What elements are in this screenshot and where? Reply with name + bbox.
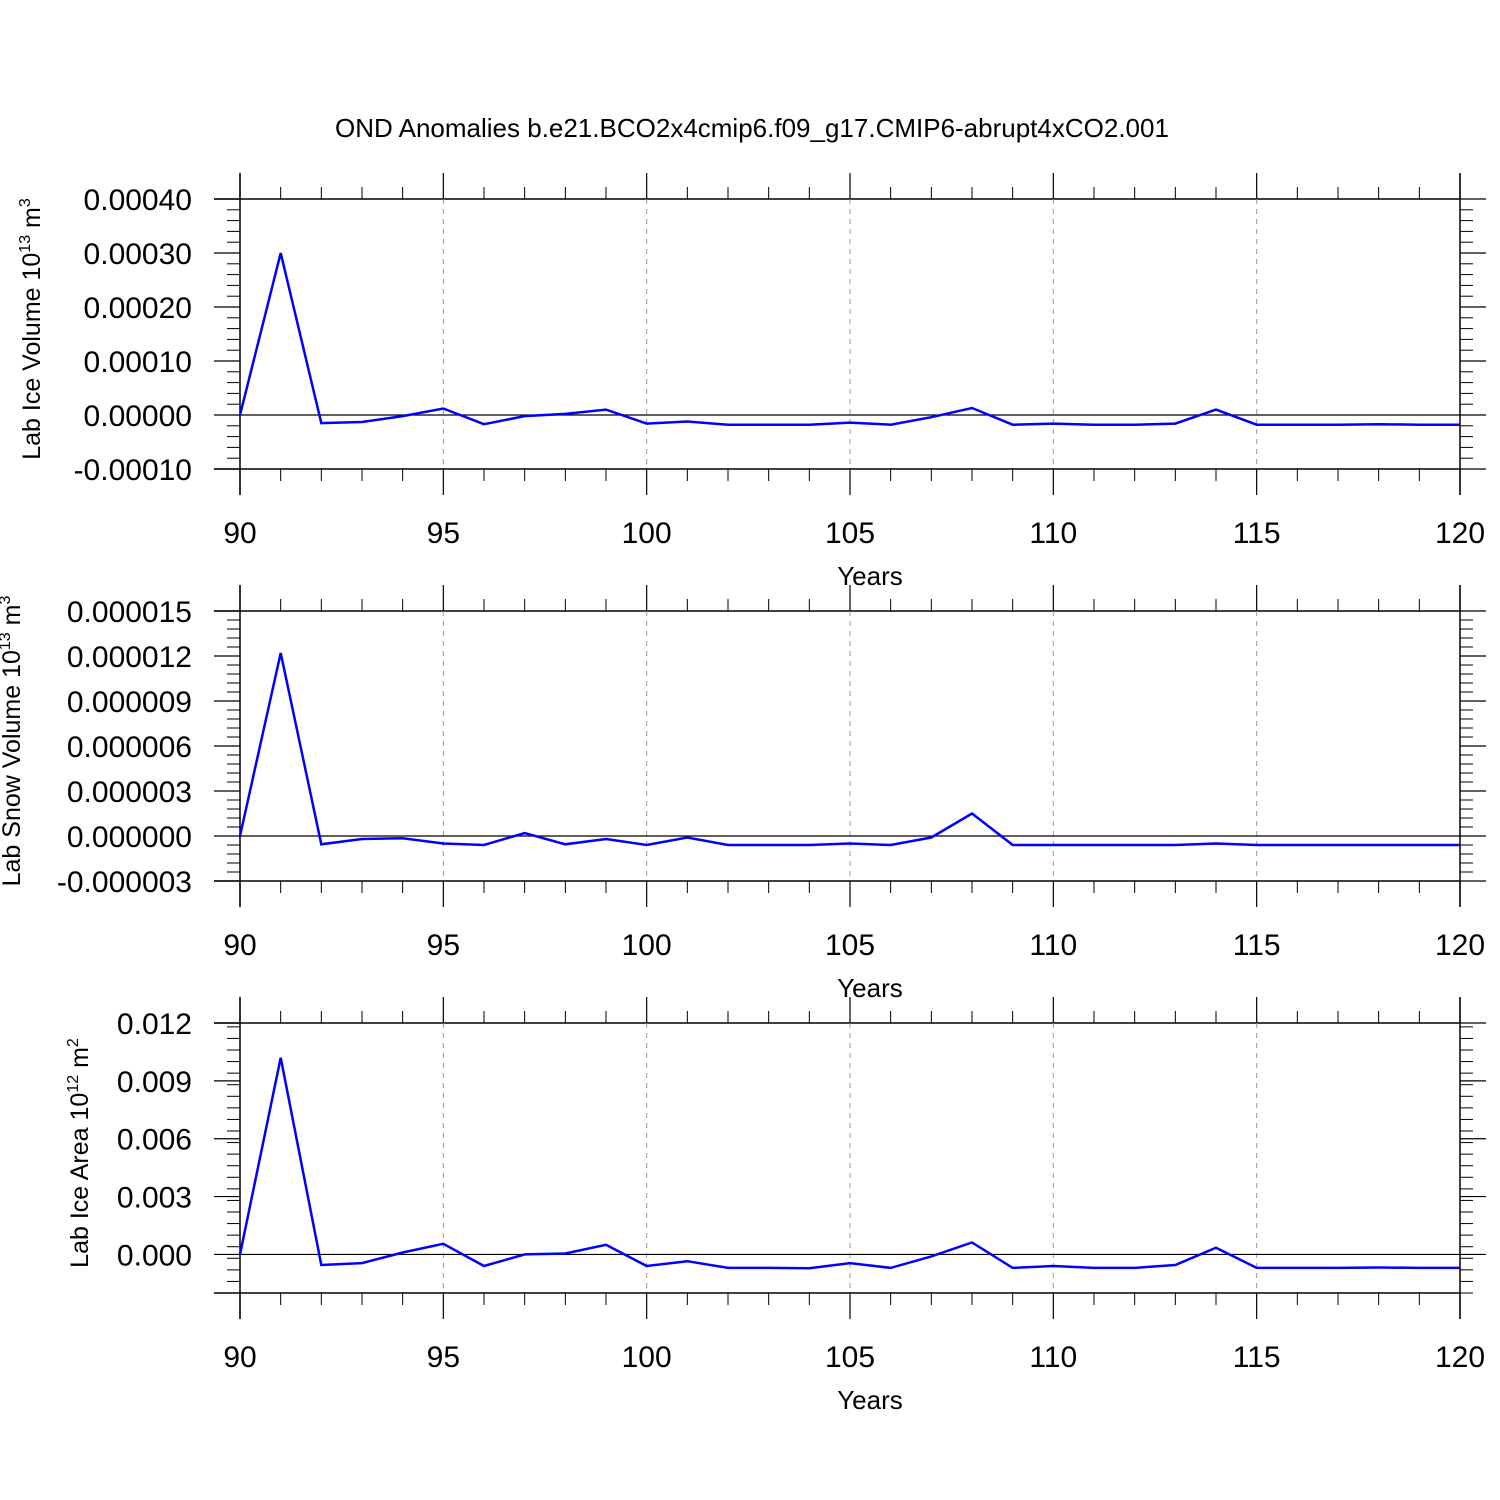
y-tick-label: -0.00010 (74, 454, 192, 487)
x-tick-label: 95 (427, 517, 460, 550)
chart-panels: 90 95 100 105 110 115 120-0.000100.000000.0001… (0, 173, 1486, 1415)
x-tick-label: 115 (1233, 929, 1281, 962)
y-tick-label: 0.003 (117, 1182, 192, 1215)
chart-panel-3: 90 95 100 105 110 115 120 0.000 0.003 0.006 0.009 0… (65, 997, 1486, 1415)
x-tick-label: 100 (622, 929, 672, 962)
y-tick-label: 0.012 (117, 1008, 192, 1041)
x-tick-label: 100 (622, 517, 672, 550)
series-line (238, 1057, 1460, 1270)
y-axis-label-main: Lab Ice Volume 10 (18, 253, 46, 460)
x-axis-label: Years (837, 973, 903, 1003)
x-axis-label: Years (837, 1385, 903, 1415)
y-axis-label-unit: m (66, 1047, 94, 1075)
x-tick-label: 120 (1435, 517, 1485, 550)
x-tick-label: 115 (1233, 517, 1281, 550)
chart-panel-1: 90 95 100 105 110 115 120 -0.00010 0.00000 0.0001… (17, 173, 1486, 591)
x-tick-label: 100 (622, 1341, 672, 1374)
x-tick-label: 105 (825, 929, 875, 962)
y-tick-label: 0.006 (117, 1124, 192, 1157)
y-axis-label-main: Lab Snow Volume 10 (0, 650, 26, 886)
y-tick-label: 0.000009 (67, 686, 192, 719)
y-tick-label: 0.000012 (67, 641, 192, 674)
x-tick-label: 120 (1435, 929, 1485, 962)
x-tick-label: 90 (223, 1341, 256, 1374)
y-tick-label: 0.009 (117, 1066, 192, 1099)
y-axis-label-exponent: 13 (17, 235, 34, 253)
series-line (238, 652, 1460, 847)
y-tick-label: 0.00040 (84, 184, 192, 217)
x-axis-label: Years (837, 561, 903, 591)
x-tick-label: 105 (825, 1341, 875, 1374)
y-tick-label: 0.00030 (84, 238, 192, 271)
x-tick-label: 110 (1029, 1341, 1077, 1374)
y-tick-label: 0.000000 (67, 821, 192, 854)
y-axis-label: Lab Snow Volume 1013 m3 (0, 596, 26, 887)
y-axis-label-unit: m (18, 207, 46, 235)
y-axis-label-unit-exponent: 3 (0, 596, 14, 605)
y-axis-label-main: Lab Ice Area 10 (66, 1093, 94, 1268)
y-tick-label: 0.00010 (84, 346, 192, 379)
y-tick-label: 0.000 (117, 1239, 192, 1272)
x-tick-label: 90 (223, 929, 256, 962)
x-tick-label: 120 (1435, 1341, 1485, 1374)
y-axis-label: Lab Ice Area 1012 m2 (65, 1038, 94, 1268)
y-axis-label: Lab Ice Volume 1013 m3 (17, 198, 46, 460)
y-tick-label: 0.00020 (84, 292, 192, 325)
y-tick-label: 0.000006 (67, 731, 192, 764)
chart-title: OND Anomalies b.e21.BCO2x4cmip6.f09_g17.… (335, 113, 1169, 143)
x-tick-label: 95 (427, 929, 460, 962)
x-tick-label: 115 (1233, 1341, 1281, 1374)
chart-panel-2: 90 95 100 105 110 115 120 -0.000003 0.000000 0.00… (0, 585, 1486, 1003)
series-line (238, 252, 1460, 426)
y-tick-label: 0.00000 (84, 400, 192, 433)
y-tick-label: -0.000003 (57, 866, 192, 899)
y-tick-label: 0.000003 (67, 776, 192, 809)
x-tick-label: 110 (1029, 517, 1077, 550)
y-tick-label: 0.000015 (67, 596, 192, 629)
y-axis-label-unit: m (0, 605, 26, 633)
x-tick-label: 105 (825, 517, 875, 550)
x-tick-label: 110 (1029, 929, 1077, 962)
x-tick-label: 90 (223, 517, 256, 550)
y-axis-label-unit-exponent: 3 (17, 198, 34, 207)
x-tick-label: 95 (427, 1341, 460, 1374)
y-axis-label-unit-exponent: 2 (65, 1038, 82, 1047)
y-axis-label-exponent: 13 (0, 632, 14, 650)
y-axis-label-exponent: 12 (65, 1075, 82, 1093)
